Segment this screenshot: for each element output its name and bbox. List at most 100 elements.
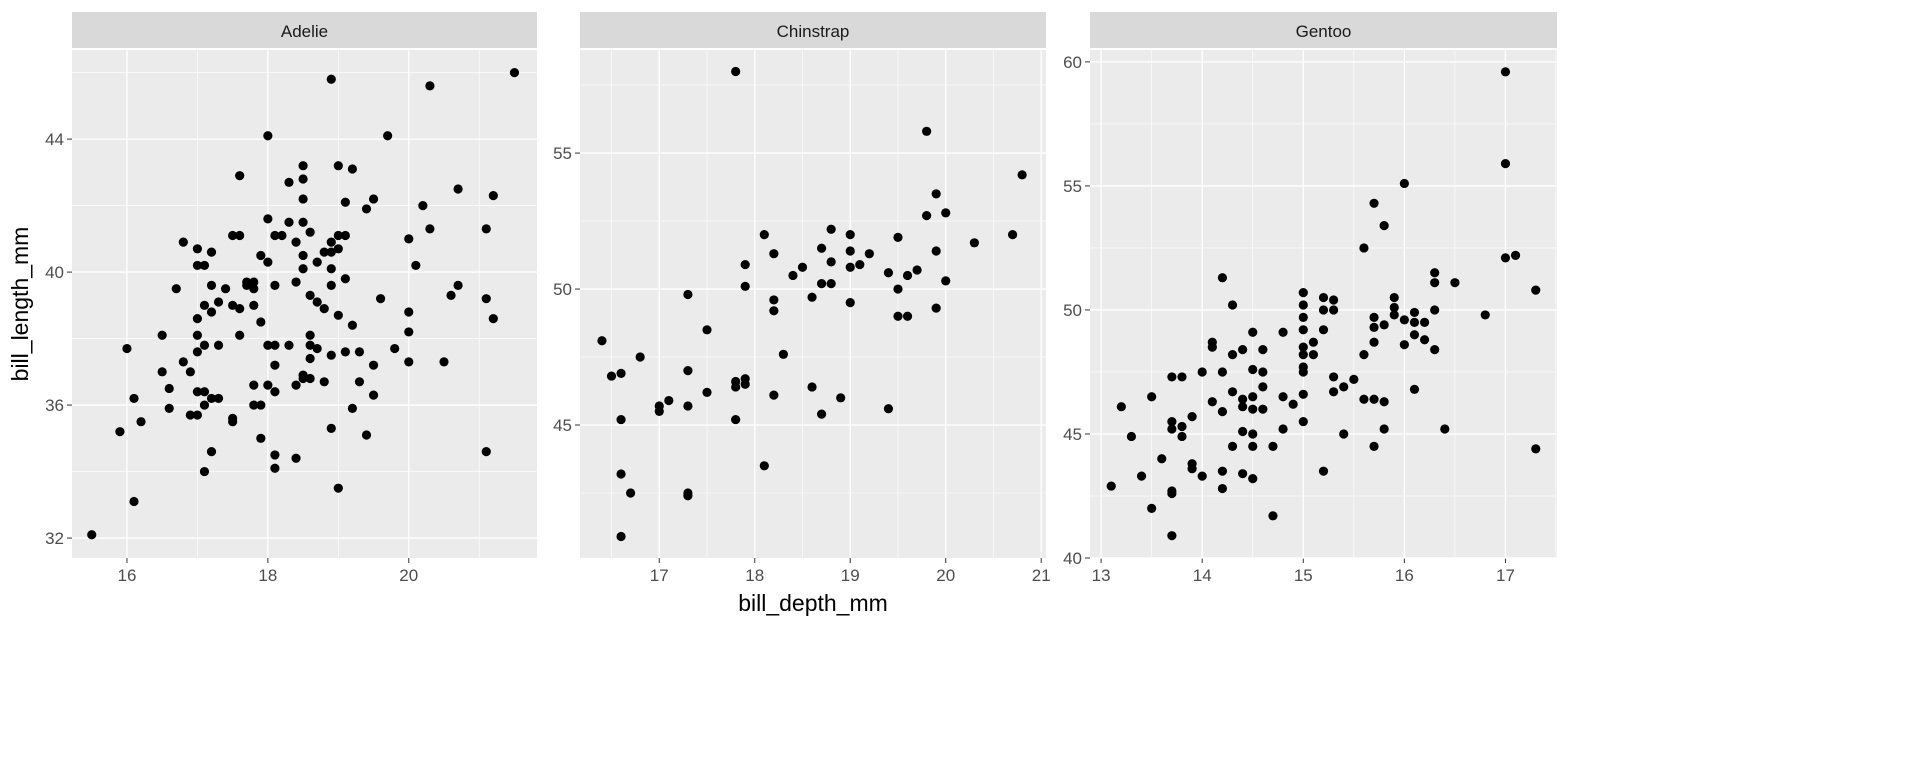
x-tick-label: 18 [258,566,277,585]
data-point [136,417,146,427]
data-point [1238,426,1248,437]
data-point [192,314,203,324]
data-point [256,250,266,261]
data-point [826,224,836,234]
data-point [509,68,520,78]
data-point [340,347,350,357]
data-point [616,469,626,479]
data-point [326,74,336,84]
data-point [1389,292,1399,303]
facet-strip-label: Chinstrap [777,22,850,41]
panel-background [1090,50,1557,558]
data-point [883,268,894,278]
data-point [1369,322,1379,332]
data-point [326,237,336,247]
data-point [616,368,626,378]
data-point [192,347,203,357]
data-point [1500,159,1511,169]
data-point [291,237,301,247]
data-point [1318,325,1329,335]
data-point [1227,350,1238,360]
data-point [220,284,231,294]
data-point [845,246,855,256]
data-point [319,304,329,314]
data-point [1359,394,1369,404]
data-point [1187,464,1197,474]
data-point [263,257,273,267]
data-point [1359,350,1369,360]
data-point [1500,67,1511,77]
y-tick-label: 45 [1063,425,1082,444]
data-point [192,260,203,271]
data-point [1238,345,1248,355]
data-point [1167,372,1177,382]
data-point [1207,342,1217,352]
data-point [1116,402,1126,412]
data-point [797,262,808,272]
data-point [249,400,259,410]
facet-strip [72,12,537,48]
data-point [1126,431,1137,442]
data-point [683,401,693,411]
y-tick-label: 44 [45,130,64,149]
data-point [1217,483,1228,494]
data-point [1369,337,1379,347]
data-point [206,447,217,457]
data-point [298,250,308,261]
data-point [1227,300,1238,310]
data-point [1329,305,1339,315]
data-point [270,463,280,473]
data-point [1248,474,1258,484]
data-point [1329,372,1339,382]
data-point [284,177,294,187]
data-point [740,259,750,270]
data-point [263,214,273,224]
data-point [319,377,329,387]
data-point [185,367,195,377]
data-point [213,393,224,404]
data-point [270,280,280,290]
data-point [270,387,280,397]
data-point [1248,441,1258,451]
data-point [333,244,343,254]
data-point [654,401,664,411]
data-point [1258,367,1268,377]
data-point [192,410,203,420]
data-point [1389,310,1399,320]
data-point [1298,312,1308,322]
data-point [1419,335,1430,345]
data-point [164,403,174,413]
y-tick-label: 50 [553,280,572,299]
data-point [606,371,617,381]
data-point [249,284,259,294]
data-point [769,306,779,316]
data-point [1369,441,1379,451]
data-point [931,189,941,199]
data-point [1238,402,1248,412]
data-point [616,531,626,542]
data-point [249,300,259,310]
data-point [305,227,315,237]
data-point [807,382,817,392]
data-point [740,281,750,291]
data-point [425,81,435,91]
data-point [404,357,414,367]
data-point [1308,350,1318,360]
data-point [1409,384,1420,394]
data-point [1157,454,1167,464]
data-point [1389,302,1399,313]
data-point [1480,310,1490,320]
data-point [1248,404,1258,414]
data-point [228,417,238,427]
data-point [305,340,315,350]
data-point [171,284,181,294]
data-point [902,311,913,321]
data-point [941,276,951,286]
data-point [683,491,693,501]
data-point [759,461,769,471]
data-point [439,357,449,367]
facet-panel-chinstrap: Chinstrap 17 18 19 20 21 45 50 55 [553,12,1051,585]
data-point [1510,250,1521,260]
data-point [1419,317,1430,327]
data-point [969,238,979,248]
